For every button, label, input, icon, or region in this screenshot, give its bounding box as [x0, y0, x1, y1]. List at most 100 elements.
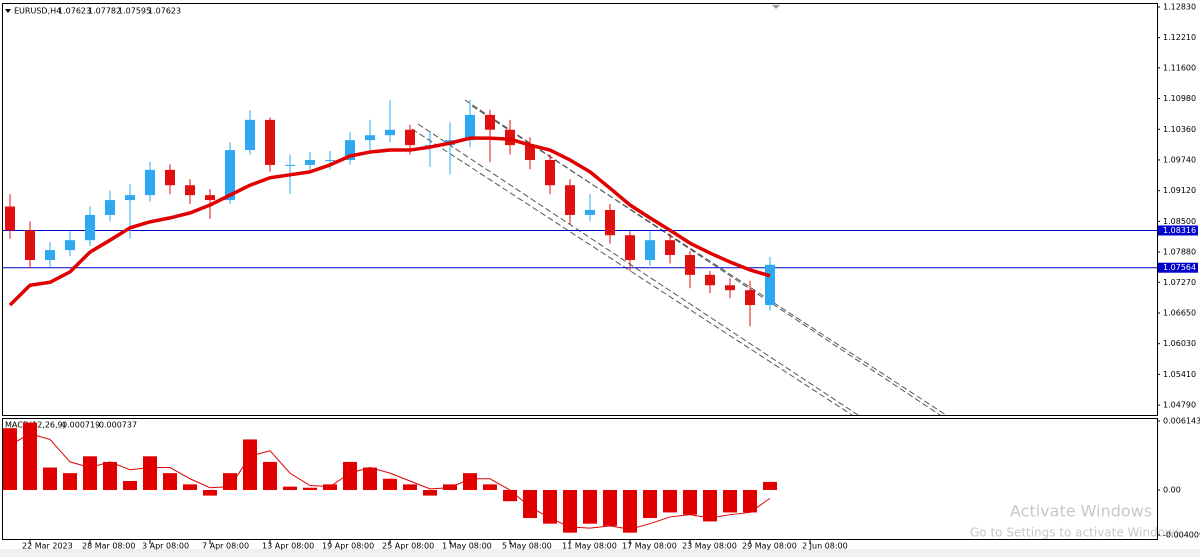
candle-body: [265, 119, 275, 165]
macd-bar: [543, 489, 557, 524]
x-tick-label: 23 May 08:00: [682, 542, 737, 551]
macd-bar: [223, 473, 237, 490]
trend-channel: [411, 99, 947, 416]
candle-body: [525, 145, 535, 160]
candle-body: [205, 195, 215, 201]
macd-bar: [203, 489, 217, 496]
y-tick-label: -0.004009: [1163, 531, 1200, 540]
macd-bar: [123, 480, 137, 490]
candle-body: [765, 264, 775, 306]
channel-line: [471, 105, 947, 416]
candle-body: [325, 159, 335, 161]
candle-body: [585, 209, 595, 215]
macd-bar: [643, 489, 657, 519]
x-tick-label: 17 May 08:00: [622, 542, 677, 551]
macd-bar: [663, 489, 677, 513]
macd-bar: [43, 467, 57, 490]
macd-bar: [503, 489, 517, 502]
macd-bar: [283, 486, 297, 490]
level-label-bg: [1158, 225, 1198, 236]
quote-value: 1.07782: [88, 7, 121, 16]
candle-body: [25, 230, 35, 260]
candle-body: [345, 140, 355, 160]
macd-bar: [603, 489, 617, 526]
candle-body: [465, 114, 475, 141]
watermark-title: Activate Windows: [1010, 502, 1152, 521]
y-tick-label: 1.07270: [1163, 278, 1196, 287]
candle-body: [565, 185, 575, 215]
x-tick-label: 11 May 08:00: [562, 542, 617, 551]
x-tick-label: 22 Mar 2023: [22, 542, 73, 551]
y-tick-label: 1.09120: [1163, 186, 1196, 195]
x-tick-label: 7 Apr 08:00: [202, 542, 249, 551]
macd-bar: [703, 489, 717, 522]
x-tick-label: 19 Apr 08:00: [322, 542, 374, 551]
candle-body: [365, 135, 375, 141]
y-tick-label: 1.10980: [1163, 94, 1196, 103]
y-tick-label: 1.12210: [1163, 33, 1196, 42]
y-tick-label: 1.08500: [1163, 217, 1196, 226]
macd-bar: [23, 422, 37, 490]
macd-bar: [303, 487, 317, 490]
candle-body: [305, 159, 315, 165]
macd-bar: [343, 461, 357, 490]
macd-value: 0.000719: [62, 421, 100, 430]
x-tick-label: 25 Apr 08:00: [382, 542, 434, 551]
channel-line: [411, 128, 853, 416]
candle-body: [65, 240, 75, 251]
macd-bar: [183, 484, 197, 490]
candle-body: [625, 235, 635, 260]
macd-bar: [623, 489, 637, 533]
y-tick-label: 1.07880: [1163, 248, 1196, 257]
macd-panel: [2, 418, 1158, 540]
candle-body: [485, 114, 495, 130]
price-panel: [2, 3, 1158, 416]
level-label: 1.08316: [1163, 226, 1196, 235]
macd-bar: [403, 484, 417, 490]
x-tick-label: 29 May 08:00: [742, 542, 797, 551]
y-tick-label: 1.06650: [1163, 308, 1196, 317]
macd-bar: [143, 456, 157, 490]
x-tick-label: 28 Mar 08:00: [82, 542, 135, 551]
macd-bar: [563, 489, 577, 533]
y-tick-label: 1.10360: [1163, 125, 1196, 134]
signal-value: -0.000737: [96, 421, 137, 430]
macd-bar: [323, 484, 337, 490]
moving-average: [8, 136, 771, 307]
y-tick-label: 1.05410: [1163, 370, 1196, 379]
x-tick-label: 5 May 08:00: [502, 542, 552, 551]
candle-body: [185, 185, 195, 196]
candle-body: [645, 240, 655, 260]
macd-bar: [263, 461, 277, 490]
y-tick-label: 1.12830: [1163, 2, 1196, 11]
chart-title: EURUSD,H4: [14, 7, 61, 16]
candle-body: [5, 206, 15, 231]
watermark-subtitle: Go to Settings to activate Windows.: [970, 526, 1185, 540]
y-tick-label: 0.006143: [1163, 417, 1200, 426]
candle-body: [225, 150, 235, 201]
candle-body: [725, 285, 735, 291]
candle-body: [105, 200, 115, 215]
x-tick-label: 1 May 08:00: [442, 542, 492, 551]
x-tick-label: 2 Jun 08:00: [802, 542, 848, 551]
shift-marker: [772, 5, 780, 9]
macd-bar: [443, 484, 457, 490]
macd-bar: [243, 439, 257, 490]
signal-line: [9, 433, 771, 530]
candle-body: [45, 250, 55, 260]
macd-bar: [463, 473, 477, 490]
macd-bar: [743, 489, 757, 513]
candle-body: [125, 195, 135, 201]
candle-body: [665, 240, 675, 256]
symbol-marker: [5, 9, 11, 13]
y-tick-label: 1.11600: [1163, 63, 1196, 72]
candle-body: [605, 209, 615, 236]
candle-body: [685, 255, 695, 275]
candle-body: [405, 129, 415, 146]
candle-body: [165, 169, 175, 186]
candle-body: [705, 274, 715, 286]
macd-bar: [83, 456, 97, 490]
candle-body: [545, 159, 555, 186]
